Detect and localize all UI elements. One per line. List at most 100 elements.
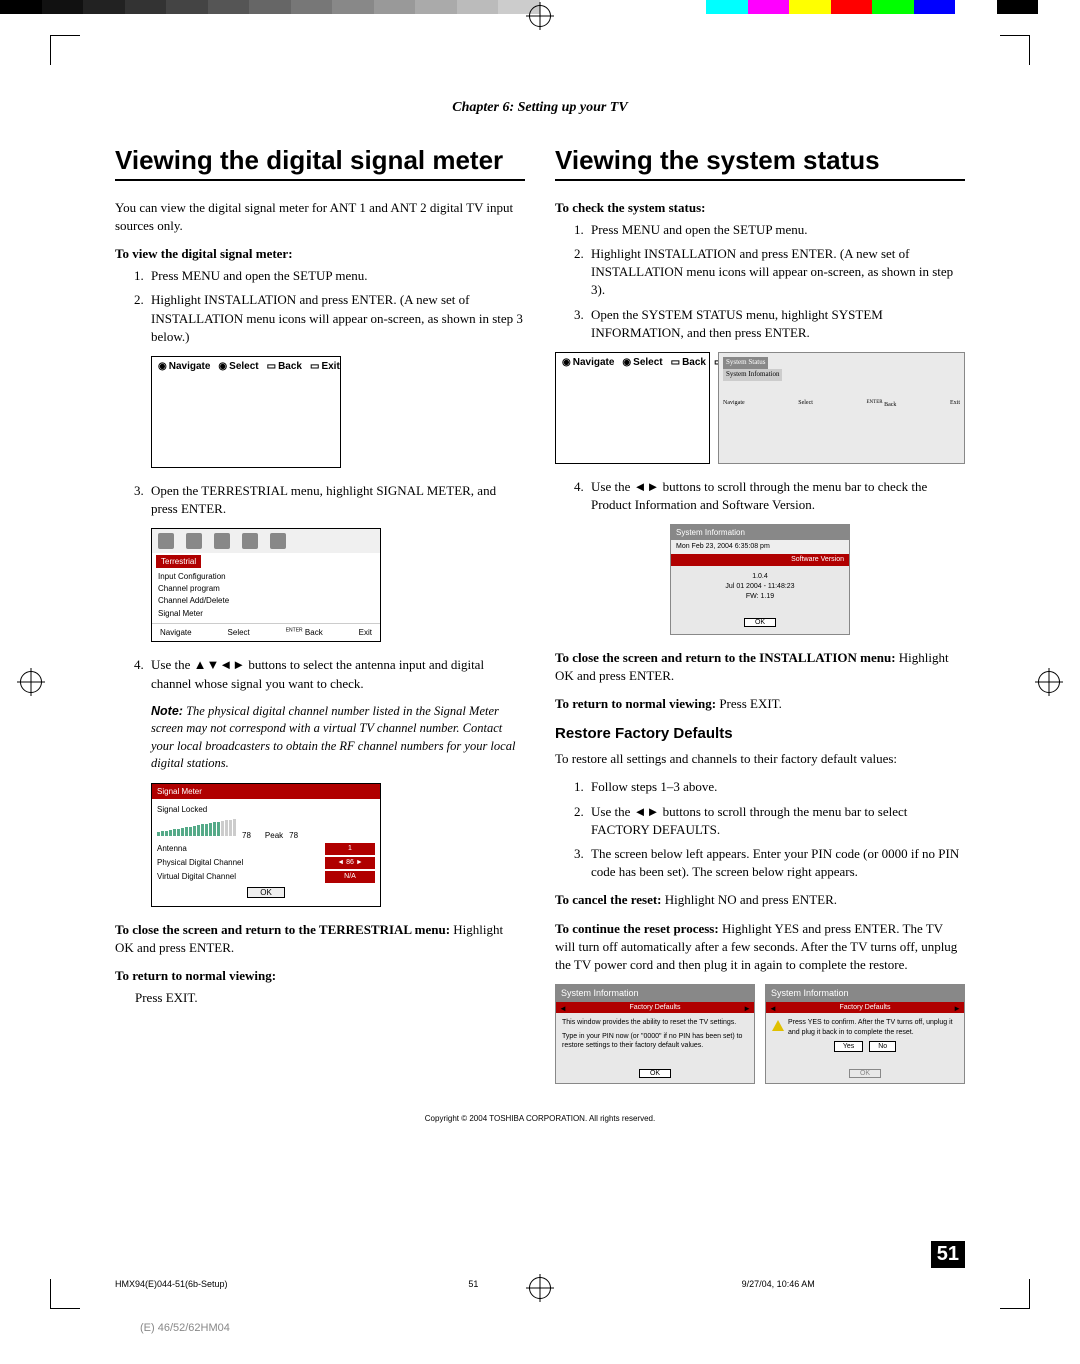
terr-item-2: Channel Add/Delete <box>158 595 374 607</box>
sysinfo-sub: Software Version <box>671 554 849 566</box>
restore-steps: Follow steps 1–3 above. Use the ◄► butto… <box>587 778 965 881</box>
yes-button: Yes <box>834 1041 863 1052</box>
crop-mark-br <box>1000 1279 1030 1309</box>
return-normal-head: To return to normal viewing: <box>115 967 525 985</box>
subhead-check-status: To check the system status: <box>555 199 965 217</box>
status-step-2: Highlight INSTALLATION and press ENTER. … <box>587 245 965 300</box>
exit-icon: ▭ Exit <box>310 360 340 374</box>
doc-code: (E) 46/52/62HM04 <box>140 1322 230 1334</box>
terr-item-0: Input Configuration <box>158 570 374 582</box>
screenshot-terrestrial: Terrestrial Input Configuration Channel … <box>151 528 381 642</box>
status-step-1: Press MENU and open the SETUP menu. <box>587 221 965 239</box>
restore-step-2: Use the ◄► buttons to scroll through the… <box>587 803 965 839</box>
right-column: Viewing the system status To check the s… <box>555 146 965 1084</box>
copyright: Copyright © 2004 TOSHIBA CORPORATION. Al… <box>115 1114 965 1123</box>
install-body <box>152 377 340 467</box>
restore-step-3: The screen below left appears. Enter you… <box>587 845 965 881</box>
terr-item-3: Signal Meter <box>158 607 374 619</box>
heading-signal-meter: Viewing the digital signal meter <box>115 146 525 181</box>
signal-bars-row: 78 Peak 78 <box>157 815 375 841</box>
terr-list: Input Configuration Channel program Chan… <box>152 568 380 623</box>
restore-intro: To restore all settings and channels to … <box>555 750 965 768</box>
factory-body-r: Press YES to confirm. After the TV turns… <box>766 1013 964 1065</box>
factory-ok-r: OK <box>766 1065 964 1083</box>
status-steps: Press MENU and open the SETUP menu. High… <box>587 221 965 342</box>
screenshot-factory-left: System Information Factory Defaults This… <box>555 984 755 1084</box>
restore-step-1: Follow steps 1–3 above. <box>587 778 965 796</box>
close-terr: To close the screen and return to the TE… <box>115 921 525 957</box>
screenshot-system-info: System Information Mon Feb 23, 2004 6:35… <box>670 524 850 634</box>
crop-mark-tr <box>1000 35 1030 65</box>
columns: Viewing the digital signal meter You can… <box>115 146 965 1084</box>
cancel-reset: To cancel the reset: Highlight NO and pr… <box>555 891 965 909</box>
heading-system-status: Viewing the system status <box>555 146 965 181</box>
signal-body: Signal Locked 78 Peak 78 Antenna1 Physic… <box>152 799 380 906</box>
signal-bars <box>157 818 236 836</box>
status-screenshots: ◉ Navigate ◉ Select ▭ Back ▭ Exit System… <box>555 352 965 464</box>
continue-reset: To continue the reset process: Highlight… <box>555 920 965 975</box>
crop-mark-tl <box>50 35 80 65</box>
terr-item-1: Channel program <box>158 583 374 595</box>
signal-peak-label: Peak <box>265 830 283 841</box>
footer-meta: HMX94(E)044-51(6b-Setup) 51 9/27/04, 10:… <box>115 1279 965 1289</box>
install-toolbar: ◉ Navigate ◉ Select ▭ Back ▭ Exit <box>152 357 340 377</box>
factory-ok-l: OK <box>556 1065 754 1083</box>
screenshot-system-status-menu: System Status System Infomation Navigate… <box>718 352 965 464</box>
page-content: Chapter 6: Setting up your TV Viewing th… <box>115 100 965 1264</box>
factory-btns: Yes No <box>772 1041 958 1052</box>
signal-ok: OK <box>157 887 375 898</box>
screenshot-install-menu: ◉ Navigate ◉ Select ▭ Back ▭ Exit <box>151 356 341 468</box>
select-icon: ◉ Select <box>218 360 258 374</box>
factory-body-l: This window provides the ability to rese… <box>556 1013 754 1065</box>
registration-mark-right <box>1038 671 1060 693</box>
crop-mark-bl <box>50 1279 80 1309</box>
close-install: To close the screen and return to the IN… <box>555 649 965 685</box>
signal-note: Note: The physical digital channel numbe… <box>151 703 525 773</box>
signal-locked: Signal Locked <box>157 804 375 815</box>
signal-title: Signal Meter <box>152 784 380 799</box>
sysinfo-date: Mon Feb 23, 2004 6:35:08 pm <box>671 540 849 554</box>
signal-row-2: Virtual Digital ChannelN/A <box>157 871 375 883</box>
signal-row-1: Physical Digital Channel◄ 86 ► <box>157 857 375 869</box>
return-normal-text: Press EXIT. <box>135 989 525 1007</box>
arrow-icons: ◄► <box>634 479 660 494</box>
sysinfo-title: System Information <box>671 525 849 540</box>
signal-step-2: Highlight INSTALLATION and press ENTER. … <box>147 291 525 346</box>
signal-row-0: Antenna1 <box>157 843 375 855</box>
warning-icon <box>772 1020 784 1031</box>
factory-sub-r: Factory Defaults <box>766 1002 964 1014</box>
chapter-header: Chapter 6: Setting up your TV <box>115 100 965 116</box>
status-footer: Navigate Select ENTER Back Exit <box>723 399 960 409</box>
signal-intro: You can view the digital signal meter fo… <box>115 199 525 235</box>
factory-screenshots: System Information Factory Defaults This… <box>555 984 965 1084</box>
registration-mark-left <box>20 671 42 693</box>
subhead-view-signal: To view the digital signal meter: <box>115 245 525 263</box>
sysinfo-ok: OK <box>671 607 849 633</box>
install-toolbar-2: ◉ Navigate ◉ Select ▭ Back ▭ Exit <box>556 353 709 373</box>
terr-footer: Navigate Select ENTER Back Exit <box>152 623 380 641</box>
signal-steps-2: Open the TERRESTRIAL menu, highlight SIG… <box>147 482 525 518</box>
terr-tab: Terrestrial <box>156 555 201 568</box>
signal-step-1: Press MENU and open the SETUP menu. <box>147 267 525 285</box>
return-normal-2: To return to normal viewing: Press EXIT. <box>555 695 965 713</box>
footer-left: HMX94(E)044-51(6b-Setup) <box>115 1279 338 1289</box>
signal-step-4: Use the ▲▼◄► buttons to select the anten… <box>147 656 525 692</box>
status-item: System Infomation <box>723 369 782 381</box>
status-step-4: Use the ◄► buttons to scroll through the… <box>587 478 965 514</box>
arrow-icons-2: ◄► <box>634 804 660 819</box>
status-step-3: Open the SYSTEM STATUS menu, highlight S… <box>587 306 965 342</box>
registration-mark-top <box>529 5 551 27</box>
signal-current: 78 <box>242 830 251 841</box>
heading-restore-defaults: Restore Factory Defaults <box>555 723 965 744</box>
screenshot-install-menu-2: ◉ Navigate ◉ Select ▭ Back ▭ Exit <box>555 352 710 464</box>
nav-icon: ◉ Navigate <box>158 360 210 374</box>
signal-peak: 78 <box>289 830 298 841</box>
footer-right: 9/27/04, 10:46 AM <box>692 1279 965 1289</box>
sysinfo-body: 1.0.4 Jul 01 2004 - 11:48:23 FW: 1.19 <box>671 566 849 607</box>
left-column: Viewing the digital signal meter You can… <box>115 146 525 1084</box>
status-tab: System Status <box>723 357 768 369</box>
screenshot-factory-right: System Information Factory Defaults Pres… <box>765 984 965 1084</box>
factory-title-l: System Information <box>556 985 754 1002</box>
no-button: No <box>869 1041 896 1052</box>
signal-step-3: Open the TERRESTRIAL menu, highlight SIG… <box>147 482 525 518</box>
